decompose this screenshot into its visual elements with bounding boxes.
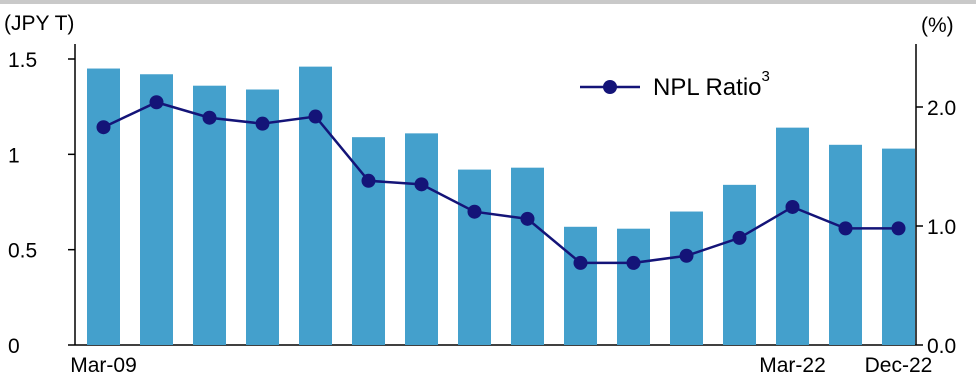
npl-ratio-point (96, 120, 111, 135)
line-series (96, 95, 906, 270)
x-tick-label: Mar-09 (70, 354, 137, 377)
npl-ratio-line (102, 100, 899, 265)
bar (405, 133, 438, 345)
right-axis-ticks: 0.0 1.0 2.0 (916, 97, 956, 358)
npl-ratio-point (149, 95, 164, 110)
npl-ratio-point (361, 173, 376, 188)
npl-ratio-point (308, 109, 323, 124)
bar (776, 127, 809, 345)
npl-ratio-point (679, 248, 694, 263)
bar (458, 169, 491, 345)
bar-series (87, 66, 915, 346)
bar (829, 144, 862, 345)
left-axis-ticks: 0 0.5 1 1.5 (8, 49, 75, 358)
legend-marker (603, 80, 617, 94)
left-tick-label: 0.5 (8, 240, 37, 263)
bar (511, 167, 544, 345)
npl-ratio-point (891, 221, 906, 236)
bar (352, 137, 385, 345)
legend-superscript: 3 (762, 68, 770, 85)
bar (246, 89, 279, 345)
npl-ratio-point (838, 221, 853, 236)
bar (299, 66, 332, 346)
right-tick-label: 1.0 (927, 216, 956, 239)
bar (140, 74, 173, 346)
top-border (0, 0, 976, 4)
bar (564, 226, 597, 345)
bar (882, 148, 915, 345)
bar (617, 228, 650, 345)
legend-label: NPL Ratio3 (653, 68, 770, 101)
bar (87, 68, 120, 346)
npl-ratio-point (255, 116, 270, 131)
npl-ratio-point (785, 199, 800, 214)
npl-ratio-point (732, 230, 747, 245)
npl-ratio-point (414, 177, 429, 192)
left-tick-label: 1 (8, 144, 20, 167)
npl-ratio-point (520, 211, 535, 226)
npl-ratio-point (202, 110, 217, 125)
legend-series-name: NPL Ratio (653, 74, 762, 101)
right-tick-label: 2.0 (927, 97, 956, 120)
npl-ratio-point (467, 204, 482, 219)
bar (723, 184, 756, 345)
left-axis-unit-label: (JPY T) (4, 12, 74, 35)
x-tick-label: Dec-22 (865, 354, 933, 377)
bar (670, 211, 703, 345)
right-axis-unit-label: (%) (921, 14, 954, 37)
right-tick-label: 0.0 (927, 335, 956, 358)
x-axis-labels: Mar-09 Mar-22 Dec-22 (70, 354, 932, 377)
npl-ratio-point (626, 255, 641, 270)
x-tick-label: Mar-22 (759, 354, 826, 377)
left-tick-label: 1.5 (8, 49, 37, 72)
npl-ratio-point (573, 255, 588, 270)
legend: NPL Ratio3 (580, 68, 770, 101)
bar (193, 85, 226, 346)
left-tick-label: 0 (8, 335, 20, 358)
